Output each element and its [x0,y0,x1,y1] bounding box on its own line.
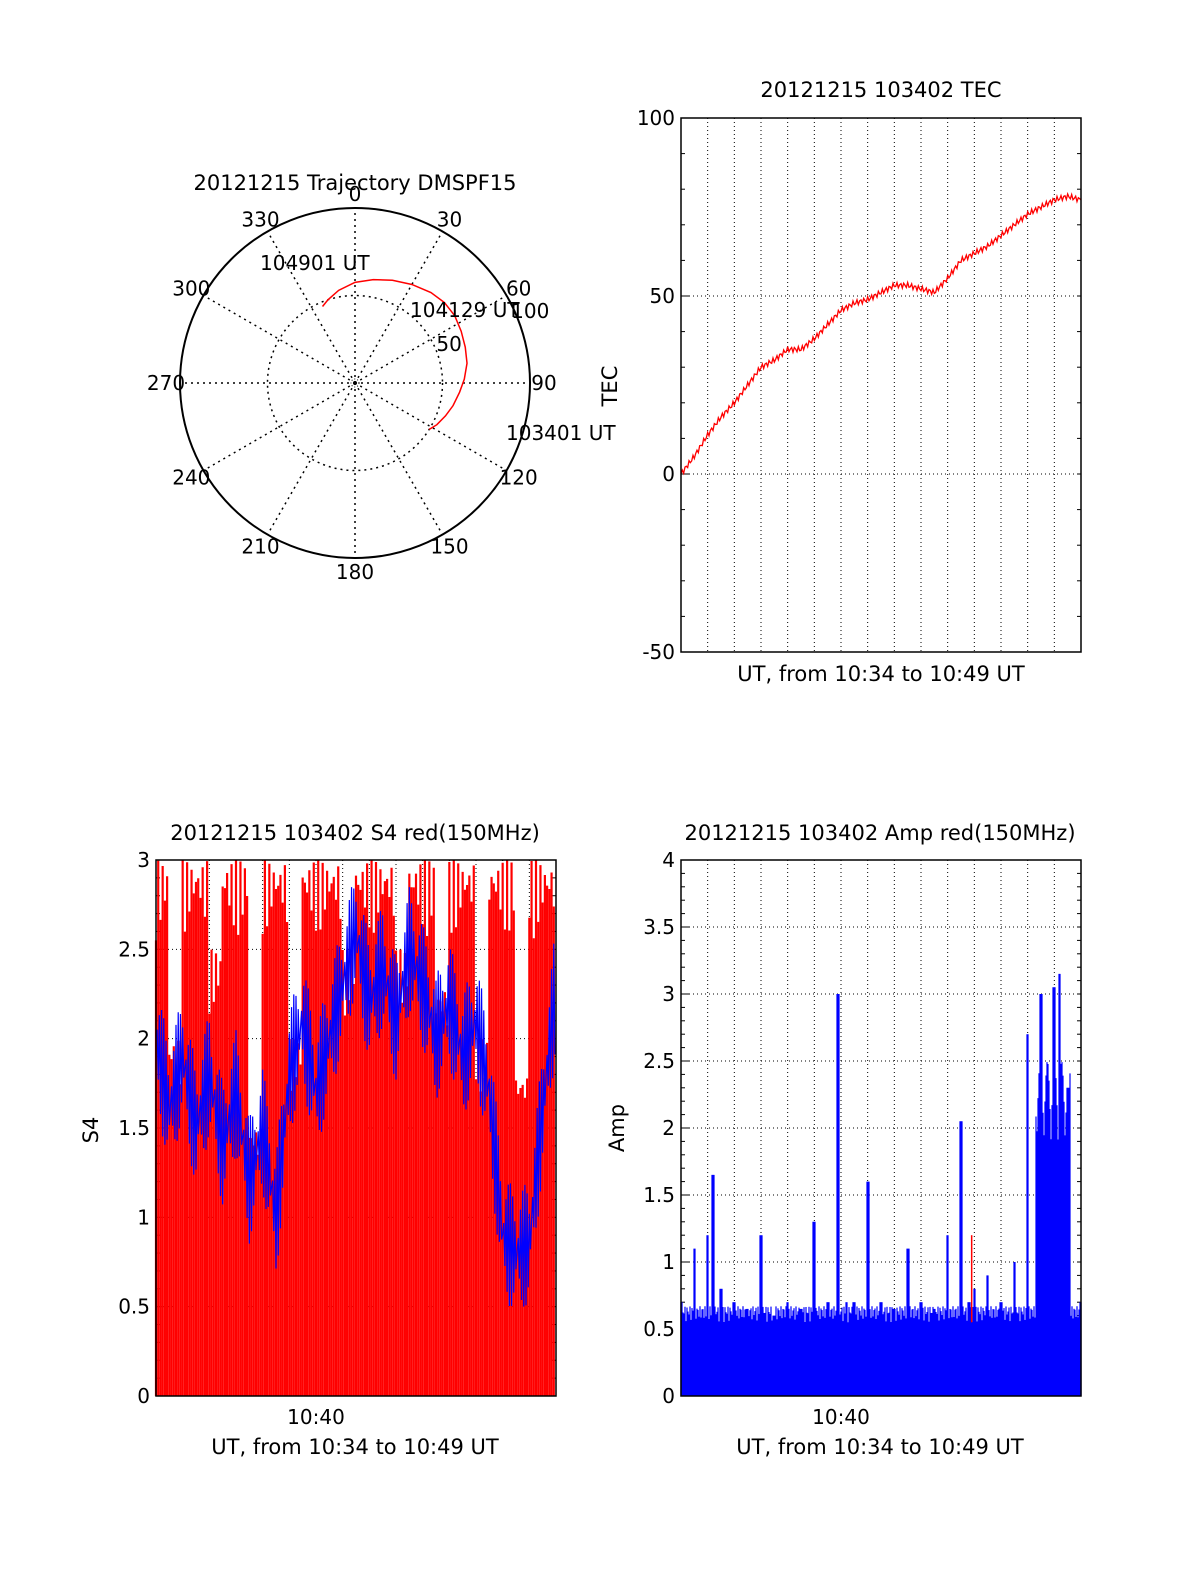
polar-angle-label: 270 [147,371,185,395]
x-tick-label: 10:40 [287,1405,345,1429]
y-tick-label: 1 [662,1250,675,1274]
y-tick-label: 2.5 [118,937,150,961]
polar-angle-label: 210 [241,535,279,559]
amp-y-axis-label: Amp [605,1104,629,1152]
polar-spoke [354,382,444,535]
polar-annotation: 103401 UT [506,421,616,445]
y-tick-label: -50 [642,640,675,664]
polar-spoke [354,231,444,384]
polar-radius-label: 50 [436,332,461,356]
s4-blue-line [155,887,556,1307]
y-tick-label: 100 [637,106,675,130]
polar-angle-label: 30 [437,207,462,231]
polar-angle-label: 330 [241,207,279,231]
plot-frame [680,859,1082,1397]
polar-angle-label: 150 [430,535,468,559]
y-tick-label: 2.5 [643,1049,675,1073]
y-tick-label: 1.5 [643,1183,675,1207]
x-tick-label: 10:40 [812,1405,870,1429]
tec-x-axis-label: UT, from 10:34 to 10:49 UT [737,662,1025,686]
polar-center-circle [350,378,360,388]
s4-y-axis-label: S4 [79,1117,103,1144]
tec-series-line [680,191,1082,476]
polar-angle-label: 90 [531,371,556,395]
polar-trajectory-plot: 20121215 Trajectory DMSPF15 0 30 60 90 120 15… [147,171,616,584]
polar-angle-label: 300 [172,277,210,301]
polar-spoke [203,382,356,472]
y-tick-label: 1 [137,1205,150,1229]
s4-title: 20121215 103402 S4 red(150MHz) [170,821,540,845]
polar-spoke [203,294,356,384]
y-tick-label: 2 [662,1116,675,1140]
y-tick-label: 4 [662,848,675,872]
polar-annotation: 104129 UT [410,298,520,322]
y-tick-label: 3.5 [643,915,675,939]
y-tick-label: 3 [662,982,675,1006]
amp-plot: 20121215 103402 Amp red(150MHz) UT, from… [605,821,1082,1459]
tec-y-axis-label: TEC [598,366,622,408]
tec-title: 20121215 103402 TEC [760,78,1001,102]
polar-angle-label: 120 [500,466,538,490]
polar-grid-circle [266,294,444,472]
y-tick-label: 0 [662,1384,675,1408]
amp-x-axis-label: UT, from 10:34 to 10:49 UT [736,1435,1024,1459]
polar-spoke [354,294,507,384]
y-tick-label: 50 [650,284,675,308]
plot-frame [680,117,1082,653]
y-tick-label: 0 [137,1384,150,1408]
polar-radius-label: 100 [511,299,549,323]
y-tick-label: 2 [137,1027,150,1051]
polar-angle-label: 60 [506,277,531,301]
s4-plot: 20121215 103402 S4 red(150MHz) UT, from … [79,821,557,1459]
polar-angle-label: 180 [336,560,374,584]
amp-title: 20121215 103402 Amp red(150MHz) [684,821,1075,845]
y-tick-label: 1.5 [118,1116,150,1140]
y-tick-label: 0.5 [118,1295,150,1319]
y-tick-label: 0 [662,462,675,486]
polar-angle-label: 0 [349,182,362,206]
polar-spoke [354,382,507,472]
polar-annotation: 104901 UT [260,251,370,275]
polar-angle-label: 240 [172,466,210,490]
polar-title: 20121215 Trajectory DMSPF15 [193,171,516,195]
s4-x-axis-label: UT, from 10:34 to 10:49 UT [211,1435,499,1459]
tec-plot: 20121215 103402 TEC UT, from 10:34 to 10… [598,78,1082,686]
y-tick-label: 3 [137,848,150,872]
plot-frame [155,859,557,1397]
y-tick-label: 0.5 [643,1317,675,1341]
polar-trajectory-line [321,278,468,431]
polar-spoke [266,231,356,384]
polar-spoke [266,382,356,535]
